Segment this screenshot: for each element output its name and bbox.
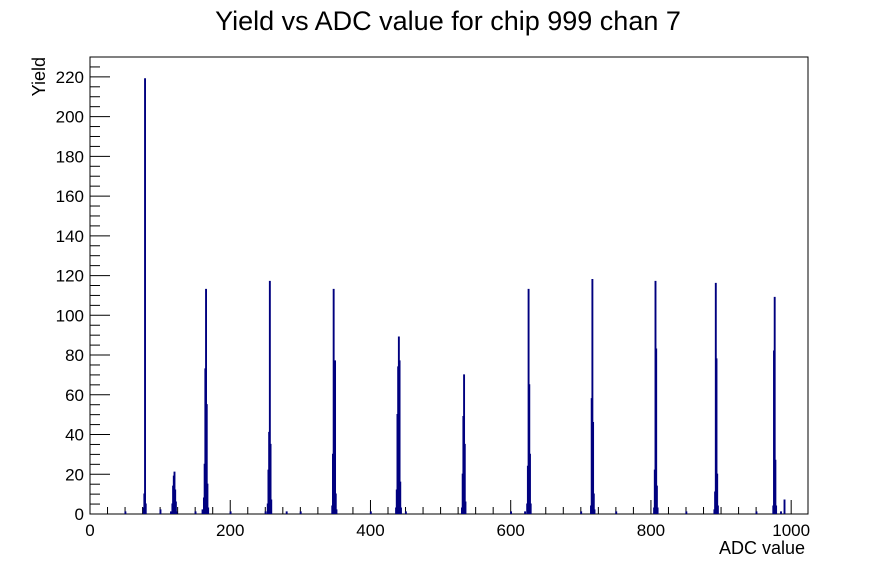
histogram-bin (334, 360, 337, 514)
histogram-bin (580, 511, 583, 514)
histogram-bin (124, 511, 127, 514)
histogram-bin (369, 511, 372, 514)
y-tick-label: 20 (65, 465, 84, 484)
histogram-bin (591, 278, 594, 514)
y-axis-label: Yield (29, 57, 49, 96)
y-tick-label: 80 (65, 346, 84, 365)
histogram-bin (773, 296, 776, 514)
histogram-bin (299, 511, 302, 514)
plot-frame (89, 56, 809, 515)
x-tick-label: 200 (216, 521, 244, 540)
histogram-bin (269, 443, 272, 514)
histogram-bin (144, 78, 146, 514)
histogram-bin (783, 499, 786, 514)
x-axis-label: ADC value (719, 538, 805, 558)
histogram-bin (144, 503, 147, 514)
histogram-bin (524, 511, 527, 514)
y-tick-label: 220 (56, 68, 84, 87)
y-tick-label: 200 (56, 108, 84, 127)
histogram-bin (170, 511, 172, 514)
histogram-bin (655, 485, 658, 514)
histogram-bin (404, 511, 407, 514)
y-tick-label: 180 (56, 147, 84, 166)
histogram-bin (685, 511, 688, 514)
histogram-bin (529, 503, 532, 514)
y-tick-label: 100 (56, 306, 84, 325)
histogram-bin (774, 459, 777, 514)
histogram-bin (229, 511, 232, 514)
y-tick-label: 140 (56, 227, 84, 246)
histogram-bin (264, 511, 267, 514)
y-tick-label: 120 (56, 267, 84, 286)
y-tick-label: 60 (65, 386, 84, 405)
histogram-bin (464, 501, 467, 514)
histogram-bin (206, 483, 209, 514)
histogram-bin (656, 507, 659, 514)
histogram-bin (270, 499, 273, 514)
histogram-bin (780, 511, 782, 514)
histogram-bin (399, 481, 402, 514)
histogram-bin (205, 288, 207, 514)
chart-title: Yield vs ADC value for chip 999 chan 7 (215, 6, 681, 36)
histogram-bin (175, 511, 178, 514)
histogram-bin (201, 509, 204, 514)
histogram-bin (285, 511, 288, 514)
histogram-bin (174, 501, 177, 514)
histogram-bin (398, 360, 401, 514)
histogram-bin (528, 384, 531, 514)
y-tick-label: 160 (56, 187, 84, 206)
histogram-bin (194, 511, 197, 514)
histogram-bin (715, 358, 718, 514)
histogram-bin (593, 509, 596, 514)
histogram-bin (332, 288, 335, 514)
histogram-bin (655, 348, 658, 514)
y-tick-label: 0 (75, 505, 84, 524)
histogram-bin (510, 511, 513, 514)
histogram-bin (755, 511, 758, 514)
histogram-bin (592, 422, 595, 514)
histogram-bin (463, 443, 466, 514)
x-tick-label: 0 (85, 521, 94, 540)
x-tick-label: 600 (497, 521, 525, 540)
histogram-bin (615, 511, 618, 514)
histogram-bin (268, 280, 271, 514)
x-tick-label: 1000 (772, 521, 810, 540)
y-tick-label: 40 (65, 426, 84, 445)
histogram-bin (400, 507, 402, 514)
histogram-bin (775, 505, 778, 514)
histogram-bin (716, 505, 719, 514)
histogram-bin (159, 509, 162, 514)
histogram-bin (335, 509, 338, 514)
histogram-bin (529, 453, 531, 514)
histogram-bin (207, 507, 210, 514)
histogram-bin (334, 493, 337, 514)
histogram-bin (205, 404, 208, 514)
histogram-bin (716, 473, 719, 514)
histogram-bin (592, 493, 595, 514)
plot-area: 0 20 40 60 80 100 120 140 160 180 200 220 0 200 400 600… (56, 56, 810, 540)
x-tick-label: 400 (356, 521, 384, 540)
x-tick-label: 800 (637, 521, 665, 540)
